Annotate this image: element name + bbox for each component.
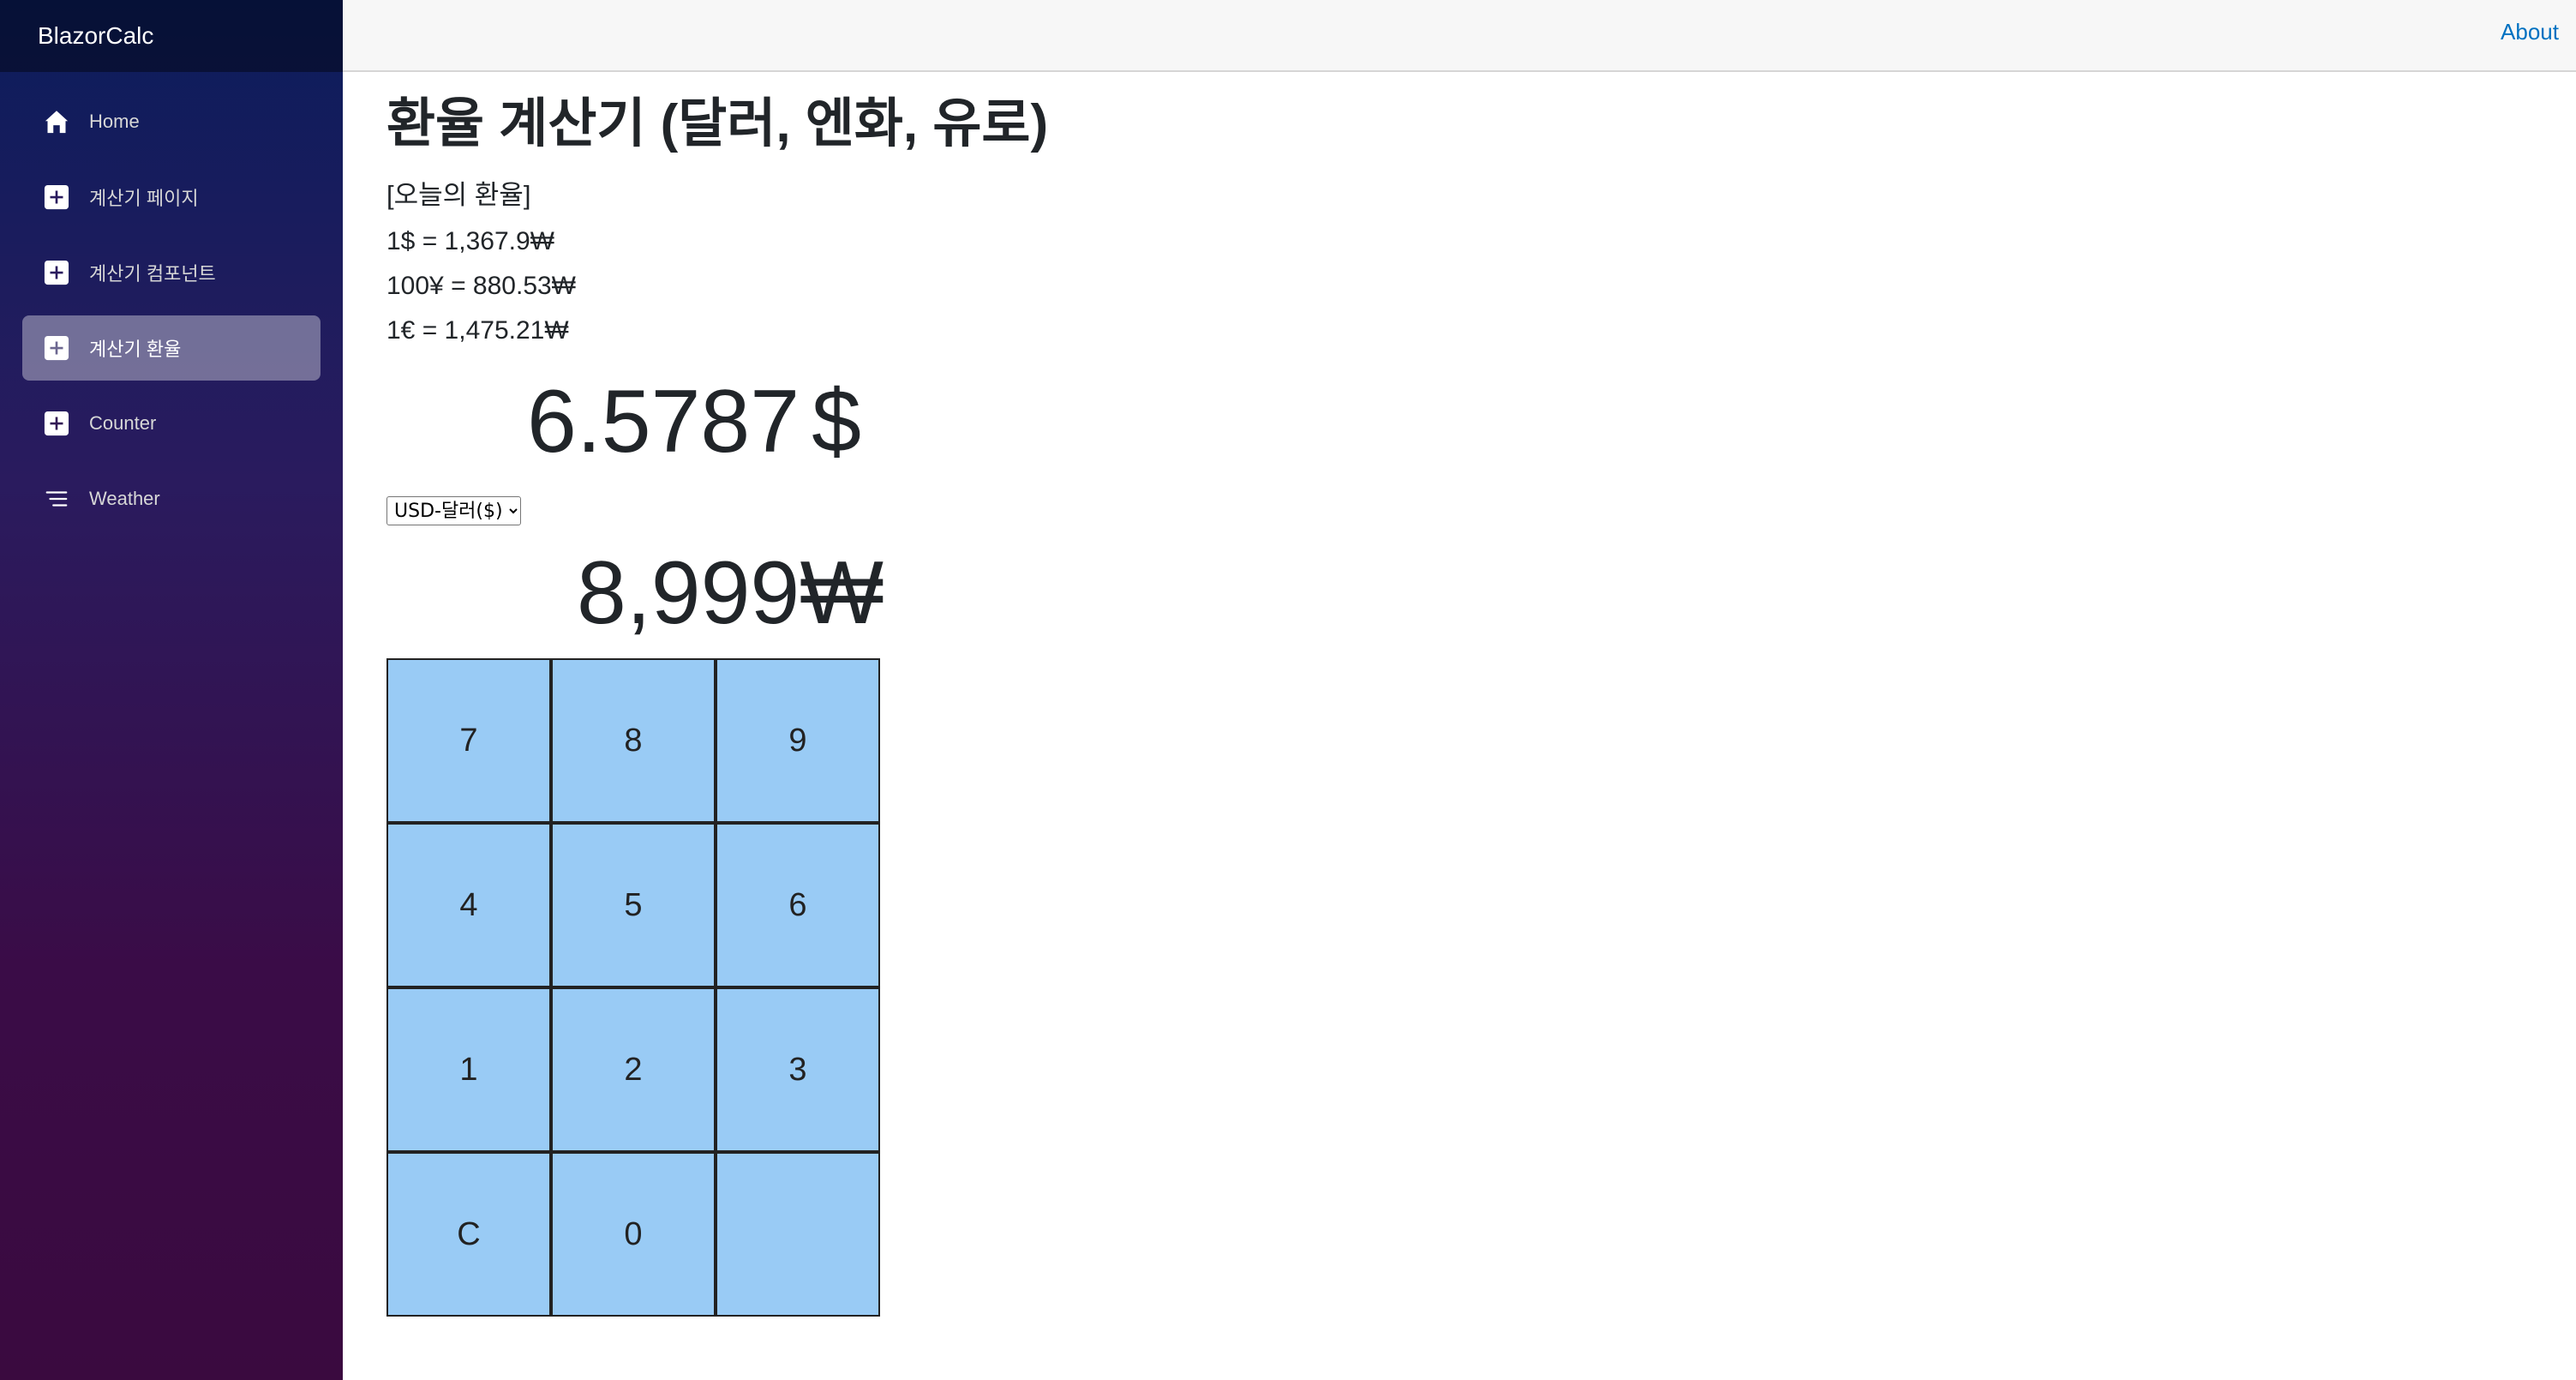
key-6[interactable]: 6 [716,823,880,987]
key-8[interactable]: 8 [551,658,716,823]
sidebar-item-label: 계산기 페이지 [89,188,199,209]
top-bar: About [343,0,2576,72]
currency-select[interactable]: USD-달러($) [386,496,521,525]
key-2[interactable]: 2 [551,987,716,1152]
sidebar-item-exchange-calculator[interactable]: 계산기 환율 [22,315,321,381]
key-9[interactable]: 9 [716,658,880,823]
key-clear[interactable]: C [386,1152,551,1317]
brand-link[interactable]: BlazorCalc [38,22,154,49]
page-title: 환율 계산기 (달러, 엔화, 유로) [386,94,1049,153]
key-4[interactable]: 4 [386,823,551,987]
sidebar-item-home[interactable]: Home [22,89,321,154]
brand-bar: BlazorCalc [0,0,343,72]
home-icon [43,108,70,135]
rates-heading: [오늘의 환율] [386,180,531,210]
sidebar-nav: Home 계산기 페이지 계산기 컴포넌트 [0,72,343,531]
sidebar-item-counter[interactable]: Counter [22,391,321,456]
key-1[interactable]: 1 [386,987,551,1152]
sidebar-item-weather[interactable]: Weather [22,466,321,531]
sidebar-item-label: Home [89,111,140,132]
key-5[interactable]: 5 [551,823,716,987]
about-link[interactable]: About [2501,19,2559,45]
plus-square-icon [43,183,70,211]
foreign-currency-symbol: $ [812,372,861,471]
key-3[interactable]: 3 [716,987,880,1152]
sidebar-item-calculator-page[interactable]: 계산기 페이지 [22,165,321,230]
sidebar-item-label: Counter [89,412,157,434]
keypad: 7 8 9 4 5 6 1 2 3 C 0 [386,658,880,1317]
sidebar: BlazorCalc Home 계산기 페이지 [0,0,343,1380]
foreign-amount-display: 6.5787 $ [527,377,861,466]
rate-eur: 1€ = 1,475.21₩ [386,316,569,345]
sidebar-item-label: Weather [89,488,160,509]
foreign-amount-value: 6.5787 [527,372,800,471]
list-icon [43,485,70,513]
key-7[interactable]: 7 [386,658,551,823]
sidebar-item-calculator-component[interactable]: 계산기 컴포넌트 [22,240,321,305]
plus-square-icon [43,410,70,437]
plus-square-icon [43,334,70,362]
key-0[interactable]: 0 [551,1152,716,1317]
rate-jpy: 100¥ = 880.53₩ [386,272,577,300]
key-blank[interactable] [716,1152,880,1317]
main-content: 환율 계산기 (달러, 엔화, 유로) [오늘의 환율] 1$ = 1,367.… [386,72,1049,1317]
plus-square-icon [43,259,70,286]
rate-usd: 1$ = 1,367.9₩ [386,227,554,255]
sidebar-item-label: 계산기 컴포넌트 [89,263,216,285]
krw-amount-display: 8,999₩ [577,543,884,643]
sidebar-item-label: 계산기 환율 [89,339,182,360]
